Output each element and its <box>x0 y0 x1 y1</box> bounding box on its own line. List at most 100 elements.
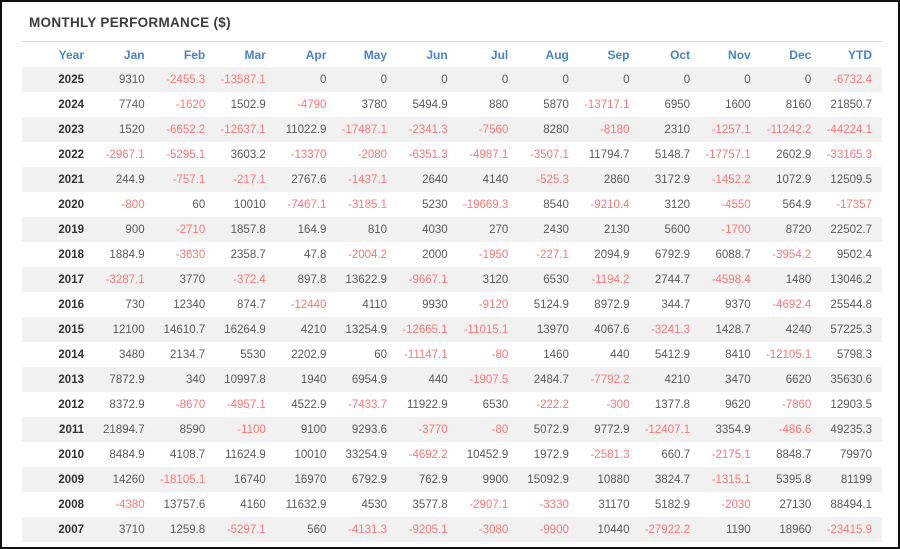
value-cell: 2767.6 <box>291 174 327 186</box>
value-cell: -4131.3 <box>348 524 388 536</box>
table-row: 2008 -4380 13757.6 4160 11632.9 4530 3577.8 -29… <box>22 492 882 517</box>
value-cell: 2310 <box>664 124 691 136</box>
value-cell: -757.1 <box>172 174 206 186</box>
value-cell: -1257.1 <box>711 124 751 136</box>
value-cell: 8590 <box>179 424 206 436</box>
value-cell: -2030 <box>721 499 751 511</box>
table-row: 2007 3710 1259.8 -5297.1 560 -4131.3 -9205.1 -3… <box>22 517 882 542</box>
value-cell: 9772.9 <box>594 424 630 436</box>
value-cell: -3954.2 <box>772 249 812 261</box>
column-header-apr: Apr <box>305 48 327 62</box>
value-cell: -12637.1 <box>220 124 266 136</box>
value-cell: 14260 <box>112 474 145 486</box>
value-cell: 11632.9 <box>285 499 327 511</box>
value-cell: -44224.1 <box>826 124 872 136</box>
value-cell: -4692.4 <box>772 299 812 311</box>
value-cell: 22502.7 <box>830 224 872 236</box>
value-cell: 9930 <box>422 299 448 311</box>
value-cell: -1194.2 <box>591 274 630 286</box>
value-cell: -17757.1 <box>705 149 751 161</box>
value-cell: 0 <box>562 74 569 86</box>
table-row: 2015 12100 14610.7 16264.9 4210 13254.9 -12665… <box>22 317 882 342</box>
value-cell: 9370 <box>725 299 751 311</box>
year-cell: 2022 <box>58 149 84 161</box>
value-cell: 21894.7 <box>103 424 145 436</box>
table-row: 2016 730 12340 874.7 -12440 4110 9930 -9120 5124… <box>22 292 882 317</box>
value-cell: -13717.1 <box>584 99 630 111</box>
value-cell: 8972.9 <box>594 299 630 311</box>
value-cell: -4987.1 <box>469 149 509 161</box>
table-row: 2024 7740 -1620 1502.9 -4790 3780 5494.9 880 587… <box>22 92 882 117</box>
value-cell: -7467.1 <box>287 199 327 211</box>
value-cell: -2080 <box>357 149 388 161</box>
value-cell: 560 <box>307 524 327 536</box>
value-cell: 6620 <box>785 374 812 386</box>
value-cell: 6792.9 <box>351 474 388 486</box>
value-cell: 6954.9 <box>351 374 388 386</box>
value-cell: -1100 <box>237 424 266 436</box>
column-header-dec: Dec <box>789 48 812 62</box>
value-cell: 3710 <box>119 524 145 536</box>
column-header-year: Year <box>58 48 84 62</box>
value-cell: 897.8 <box>297 274 327 286</box>
value-cell: 2484.7 <box>533 374 569 386</box>
value-cell: -9120 <box>478 299 509 311</box>
year-cell: 2008 <box>58 499 84 511</box>
value-cell: -2710 <box>175 224 206 236</box>
value-cell: 164.9 <box>297 224 327 236</box>
column-header-jan: Jan <box>123 48 145 62</box>
value-cell: 440 <box>610 349 630 361</box>
value-cell: 3470 <box>725 374 751 386</box>
value-cell: -3630 <box>175 249 206 261</box>
value-cell: -13587.1 <box>220 74 266 86</box>
value-cell: 5124.9 <box>533 299 569 311</box>
value-cell: -6732.4 <box>832 74 872 86</box>
value-cell: 8410 <box>725 349 751 361</box>
value-cell: 12509.5 <box>830 174 872 186</box>
value-cell: 440 <box>428 374 448 386</box>
year-cell: 2017 <box>58 274 84 286</box>
value-cell: 2094.9 <box>594 249 630 261</box>
value-cell: -11147.1 <box>403 349 448 361</box>
value-cell: 11794.7 <box>588 149 630 161</box>
value-cell: 2358.7 <box>230 249 266 261</box>
value-cell: 11922.9 <box>406 399 448 411</box>
value-cell: 8848.7 <box>776 449 812 461</box>
year-cell: 2010 <box>58 449 84 461</box>
table-row: 2022 -2967.1 -5295.1 3603.2 -13370 -2080 -6351… <box>22 142 882 167</box>
value-cell: 660.7 <box>661 449 691 461</box>
value-cell: -5295.1 <box>166 149 206 161</box>
year-cell: 2020 <box>58 199 84 211</box>
value-cell: 21850.7 <box>830 99 872 111</box>
value-cell: 12903.5 <box>830 399 872 411</box>
value-cell: 0 <box>441 74 448 86</box>
value-cell: -1437.1 <box>348 174 388 186</box>
value-cell: -2004.2 <box>348 249 388 261</box>
value-cell: 5600 <box>664 224 691 236</box>
value-cell: 9900 <box>482 474 509 486</box>
value-cell: -7860 <box>781 399 812 411</box>
table-row: 2025 9310 -2455.3 -13587.1 0 0 0 0 0 0 0 0 0 -6732.4 <box>22 67 882 92</box>
value-cell: 13254.9 <box>345 324 388 336</box>
value-cell: 7740 <box>119 99 145 111</box>
value-cell: 6530 <box>482 399 509 411</box>
year-cell: 2011 <box>59 424 84 436</box>
value-cell: 10997.8 <box>224 374 266 386</box>
value-cell: -11242.2 <box>766 124 812 136</box>
value-cell: -4598.4 <box>711 274 751 286</box>
value-cell: 10010 <box>294 449 327 461</box>
year-cell: 2007 <box>58 524 84 536</box>
value-cell: 88494.1 <box>830 499 872 511</box>
value-cell: 270 <box>489 224 509 236</box>
value-cell: 1460 <box>543 349 569 361</box>
value-cell: -7433.7 <box>348 399 388 411</box>
column-header-jul: Jul <box>490 48 509 62</box>
year-cell: 2016 <box>58 299 84 311</box>
value-cell: -800 <box>121 199 145 211</box>
value-cell: 16970 <box>294 474 327 486</box>
table-row: 2009 14260 -18105.1 16740 16970 6792.9 762.9 99… <box>22 467 882 492</box>
value-cell: -9900 <box>539 524 569 536</box>
value-cell: 1480 <box>785 274 812 286</box>
value-cell: 4160 <box>240 499 266 511</box>
